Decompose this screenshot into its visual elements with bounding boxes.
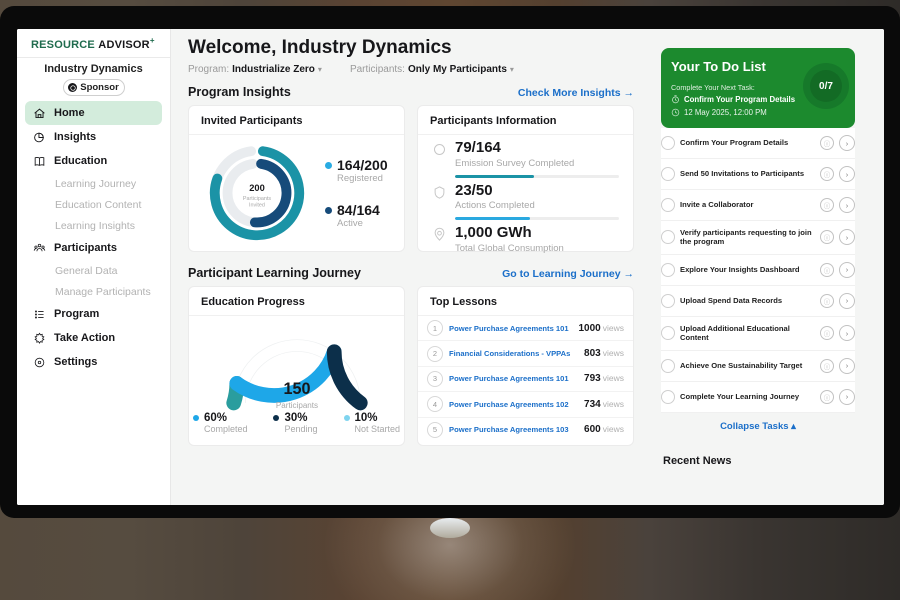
svg-text:200: 200 (249, 183, 265, 193)
svg-text:150: 150 (283, 380, 310, 398)
svg-text:Participants: Participants (243, 196, 271, 202)
svg-text:0/7: 0/7 (819, 81, 833, 92)
svg-text:Invited: Invited (249, 203, 265, 209)
svg-text:Participants: Participants (275, 401, 317, 410)
